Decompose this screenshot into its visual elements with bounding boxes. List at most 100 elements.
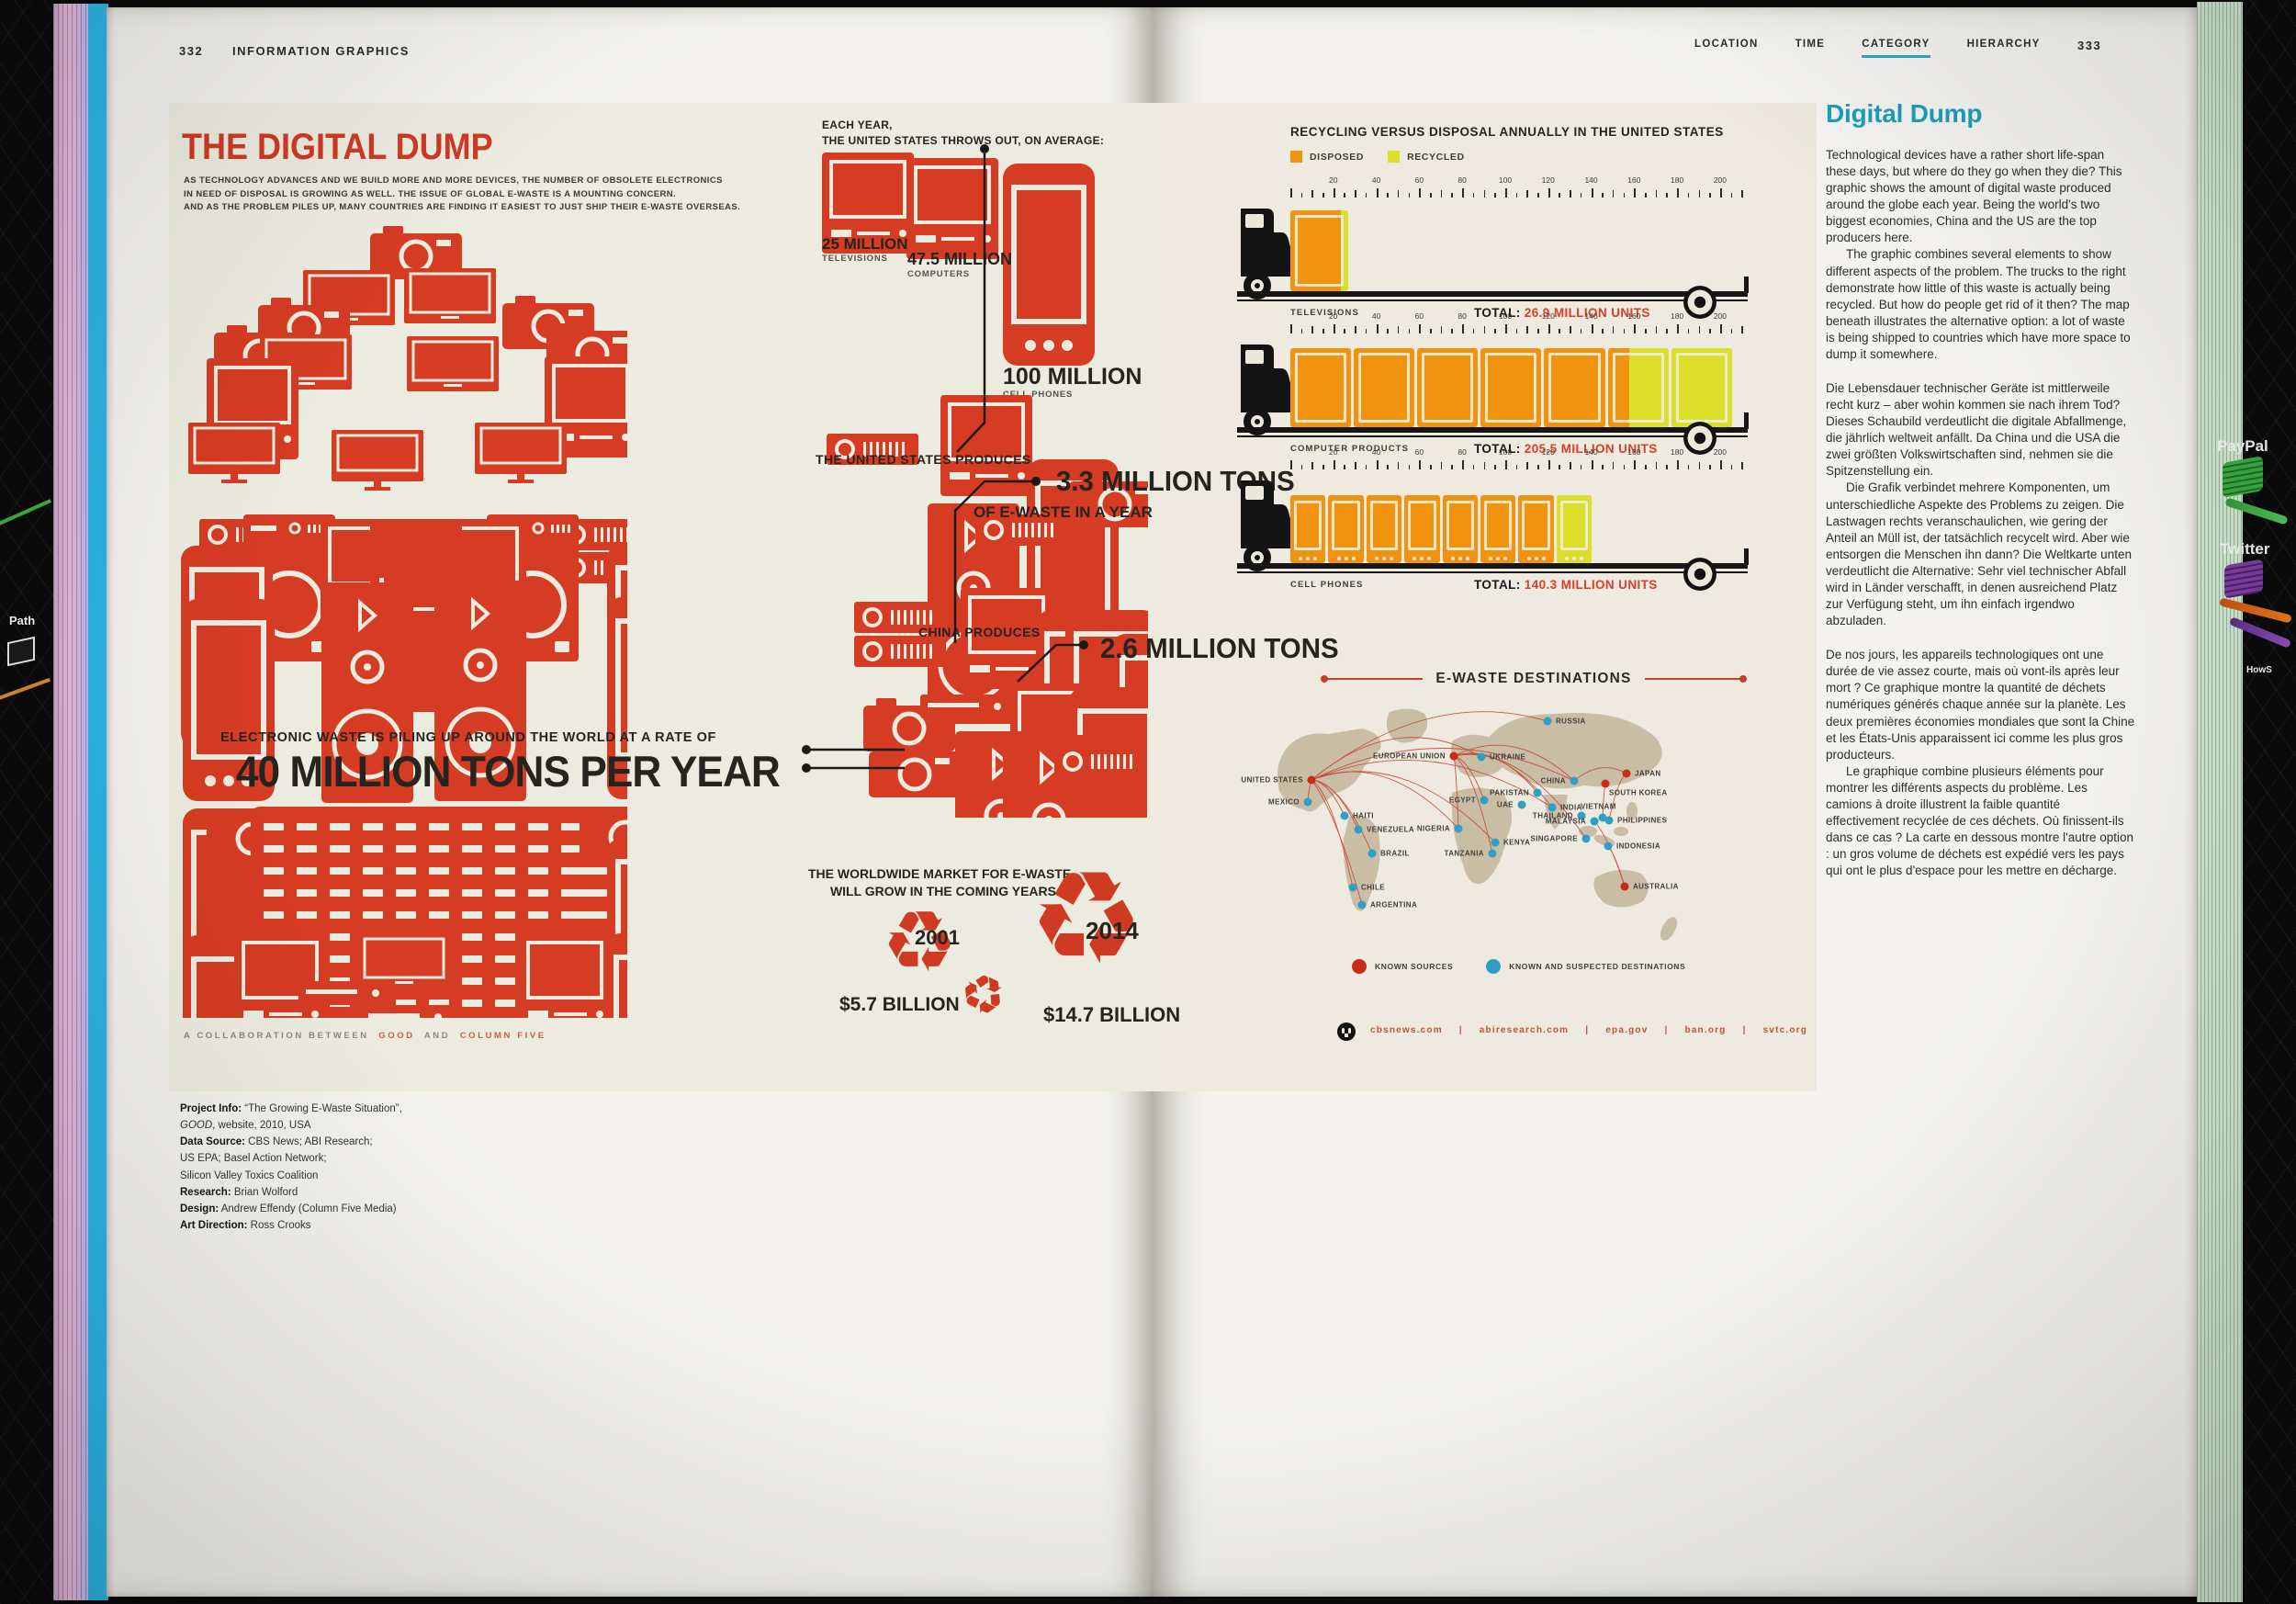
book-cover-left: Path <box>0 0 53 1604</box>
map-point-venezuela <box>1354 825 1363 834</box>
recycle-icon-2014: ♻ <box>1029 846 1144 990</box>
map-point-australia <box>1620 882 1629 891</box>
throwout-heading: EACH YEAR, THE UNITED STATES THROWS OUT,… <box>822 119 1105 147</box>
stat-cellphones-value: 100 MILLION <box>1003 364 1142 390</box>
map-point-thailand <box>1577 811 1586 820</box>
infographic-subtitle: AS TECHNOLOGY ADVANCES AND WE BUILD MORE… <box>184 175 741 213</box>
trucks-chart-title: RECYCLING VERSUS DISPOSAL ANNUALLY IN TH… <box>1290 125 1724 139</box>
endpaper-cyan <box>88 4 108 1600</box>
market-year-2001: 2001 <box>915 926 960 949</box>
map-label: CHILE <box>1361 883 1385 892</box>
article-column: Digital Dump Technological devices have … <box>1826 99 2136 879</box>
map-label: SOUTH KOREA <box>1609 788 1668 797</box>
article-paragraph-fr: Le graphique combine plusieurs éléments … <box>1826 763 2134 878</box>
map-label: PHILIPPINES <box>1617 816 1668 825</box>
world-map-continents <box>1277 708 1678 941</box>
map-title-row: E-WASTE DESTINATIONS <box>1321 671 1748 687</box>
map-point-india <box>1548 803 1557 812</box>
cover-art-orange-line <box>0 677 51 701</box>
article-paragraph-en: Technological devices have a rather shor… <box>1826 148 2122 245</box>
infographic-title: THE DIGITAL DUMP <box>182 127 493 167</box>
tab-category: CATEGORY <box>1862 39 1930 58</box>
map-point-mexico <box>1303 797 1312 807</box>
collaboration-line: A COLLABORATION BETWEEN GOOD AND COLUMN … <box>184 1031 546 1041</box>
map-label: BRAZIL <box>1380 849 1410 858</box>
article-body: Technological devices have a rather shor… <box>1826 147 2136 879</box>
map-label: VENEZUELA <box>1367 825 1415 834</box>
market-value-2014: $14.7 BILLION <box>1043 1003 1181 1026</box>
map-label: MALAYSIA <box>1545 817 1586 826</box>
map-label: EGYPT <box>1448 796 1476 805</box>
map-point-united-states <box>1307 775 1316 785</box>
trucks-legend: DISPOSED RECYCLED <box>1290 151 1465 163</box>
brand-column-five: COLUMN FIVE <box>459 1031 546 1041</box>
e-waste-pile-illustration <box>181 209 627 1018</box>
map-point-argentina <box>1357 900 1367 909</box>
map-label: INDONESIA <box>1616 842 1661 851</box>
sources-links: cbsnews.com | abiresearch.com | epa.gov | ban.… <box>1370 1025 1808 1035</box>
header-tabs: LOCATION TIME CATEGORY HIERARCHY <box>1694 39 2041 58</box>
power-plug-icon <box>1337 1022 1356 1041</box>
market-year-2014: 2014 <box>1086 917 1139 944</box>
stat-computers-value: 47.5 MILLION <box>907 250 1013 268</box>
recycle-icon-2001: ♻ <box>882 896 958 989</box>
us-produces-intro: THE UNITED STATES PRODUCES <box>816 452 1031 467</box>
article-title: Digital Dump <box>1826 99 1983 128</box>
map-point-brazil <box>1367 849 1377 858</box>
source-link: cbsnews.com <box>1370 1025 1443 1035</box>
china-produces-intro: CHINA PRODUCES <box>918 625 1041 639</box>
map-label: EUROPEAN UNION <box>1373 751 1446 761</box>
map-label: KENYA <box>1503 838 1531 847</box>
sources-row <box>1336 1022 1356 1042</box>
map-point-philippines <box>1604 816 1614 825</box>
map-point-china <box>1570 776 1579 785</box>
map-legend: KNOWN SOURCES KNOWN AND SUSPECTED DESTIN… <box>1352 959 1685 974</box>
stat-computers-label: COMPUTERS <box>907 269 970 279</box>
source-link: ban.org <box>1684 1025 1727 1035</box>
map-label: ARGENTINA <box>1370 900 1418 909</box>
map-label: VIETNAM <box>1581 802 1616 811</box>
brand-good: GOOD <box>378 1031 415 1041</box>
stat-cellphones-label: CELL PHONES <box>1003 390 1074 400</box>
book-cover-right: PayPal Twitter HowS <box>2217 0 2296 1604</box>
map-point-egypt <box>1480 796 1489 805</box>
map-label: AUSTRALIA <box>1633 882 1679 891</box>
producer-clusters <box>825 393 1148 818</box>
cover-label-paypal: PayPal <box>2217 437 2268 455</box>
legend-recycled: RECYCLED <box>1388 151 1465 163</box>
cover-art-green-stack <box>2223 456 2263 498</box>
article-paragraph-fr: De nos jours, les appareils technologiqu… <box>1826 648 2135 762</box>
world-map: UNITED STATES MEXICO HAITI VENEZUELA BRAZIL C… <box>1241 703 1802 1001</box>
map-label: UKRAINE <box>1490 752 1526 762</box>
map-label: RUSSIA <box>1556 717 1586 726</box>
map-label: MEXICO <box>1268 797 1300 807</box>
tab-time: TIME <box>1795 39 1826 50</box>
source-link: epa.gov <box>1605 1025 1649 1035</box>
map-label: TANZANIA <box>1444 849 1484 858</box>
map-title: E-WASTE DESTINATIONS <box>1435 671 1632 686</box>
source-link: abiresearch.com <box>1479 1025 1570 1035</box>
pile-statement-line2: 40 MILLION TONS PER YEAR <box>235 747 781 796</box>
map-label: UNITED STATES <box>1241 775 1303 785</box>
cover-label-path: Path <box>9 614 36 627</box>
legend-disposed: DISPOSED <box>1290 151 1364 163</box>
map-point-nigeria <box>1454 824 1463 833</box>
map-label: HAITI <box>1353 811 1374 820</box>
map-point-tanzania <box>1488 849 1497 858</box>
map-point-vietnam <box>1598 813 1607 822</box>
map-point-south-korea <box>1601 779 1610 788</box>
map-point-kenya <box>1491 838 1500 847</box>
map-label: INDIA <box>1560 803 1582 812</box>
legend-destination-dot <box>1486 959 1502 974</box>
source-link: svtc.org <box>1762 1025 1808 1035</box>
cover-label-hows: HowS <box>2246 665 2272 675</box>
china-produces-value: 2.6 MILLION TONS <box>1100 632 1339 664</box>
map-point-singapore <box>1581 834 1591 843</box>
map-label: JAPAN <box>1635 769 1661 778</box>
map-point-chile <box>1348 883 1357 892</box>
cover-label-twitter: Twitter <box>2220 540 2270 558</box>
map-label: UAE <box>1496 800 1514 809</box>
map-label: PAKISTAN <box>1490 788 1529 797</box>
map-point-japan <box>1622 769 1631 778</box>
pile-statement-line1: ELECTRONIC WASTE IS PILING UP AROUND THE… <box>220 730 716 745</box>
